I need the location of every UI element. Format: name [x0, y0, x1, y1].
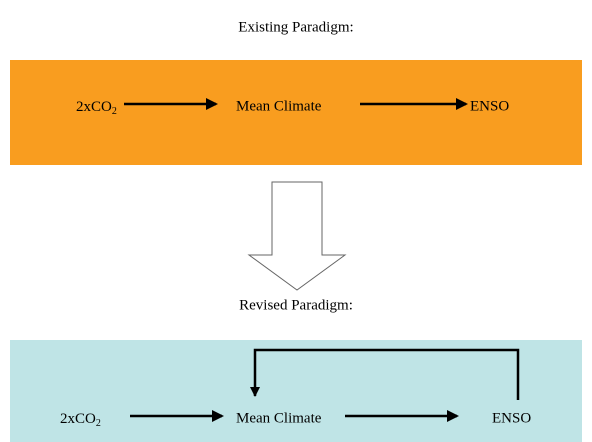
node-label: 2xCO2	[76, 99, 117, 117]
existing-box	[10, 60, 582, 165]
node-label: 2xCO2	[60, 411, 101, 429]
node-label: ENSO	[470, 98, 509, 114]
node-label: Mean Climate	[236, 410, 322, 426]
transition-arrow	[247, 181, 347, 291]
existing-title: Existing Paradigm:	[238, 19, 353, 35]
revised-box	[10, 340, 582, 442]
node-label: Mean Climate	[236, 98, 322, 114]
node-label: ENSO	[492, 410, 531, 426]
revised-title: Revised Paradigm:	[239, 297, 353, 313]
feedback-arrow	[250, 348, 520, 400]
